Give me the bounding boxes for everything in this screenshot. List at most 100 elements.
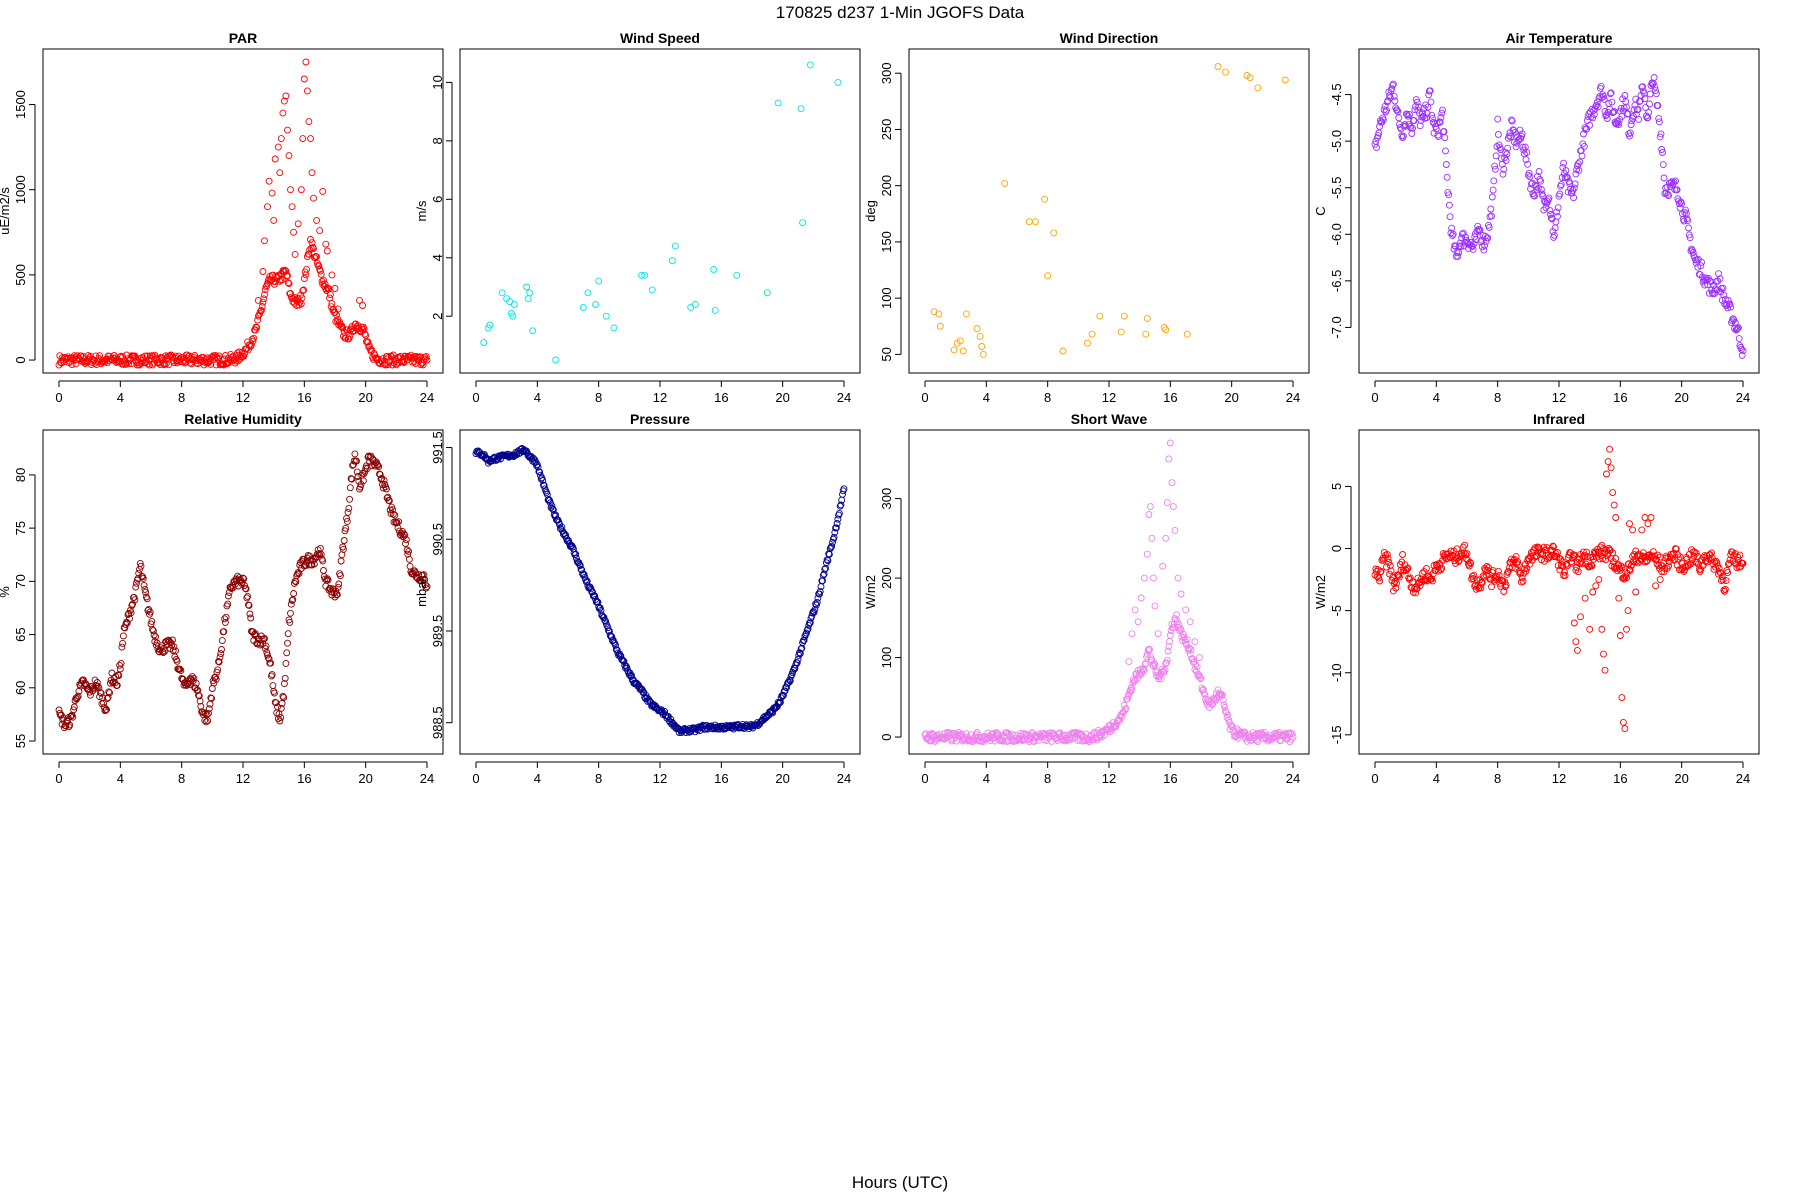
data-point	[602, 617, 610, 625]
data-point	[1694, 553, 1702, 561]
data-point	[523, 283, 531, 291]
data-point	[1501, 578, 1509, 586]
data-point	[1729, 315, 1737, 323]
data-point	[1578, 560, 1586, 568]
data-point	[303, 265, 311, 273]
data-point	[201, 716, 209, 724]
data-point	[1624, 607, 1632, 615]
data-point	[319, 187, 327, 195]
data-point	[132, 583, 140, 591]
data-point	[1609, 489, 1617, 497]
x-tick-label: 4	[1433, 390, 1440, 405]
data-point	[281, 674, 289, 682]
y-tick-label: -5.5	[1329, 177, 1344, 199]
data-point	[353, 457, 360, 465]
data-point	[259, 298, 267, 306]
data-point	[952, 734, 960, 741]
data-point	[1714, 277, 1722, 285]
panel-title: Wind Direction	[1060, 30, 1159, 46]
y-tick-label: 10	[430, 75, 445, 89]
data-point	[288, 203, 296, 211]
y-tick-label: 70	[13, 574, 28, 588]
data-point	[1410, 117, 1418, 125]
data-point	[359, 477, 367, 485]
data-point	[1481, 242, 1489, 250]
data-point	[205, 705, 213, 713]
data-point	[1489, 186, 1497, 194]
data-point	[1733, 564, 1741, 572]
data-point	[1429, 577, 1436, 585]
data-point	[1591, 549, 1599, 557]
data-point	[1685, 224, 1693, 232]
data-point	[1008, 730, 1016, 738]
y-tick-label: 55	[13, 734, 28, 748]
data-point	[1140, 574, 1148, 582]
x-tick-label: 16	[1163, 390, 1177, 405]
y-tick-label: 250	[879, 119, 894, 141]
y-axis-label: uE/m2/s	[0, 187, 12, 235]
data-point	[188, 673, 196, 681]
data-point	[119, 632, 127, 640]
data-point	[1674, 551, 1682, 559]
plot-frame	[42, 48, 444, 374]
data-point	[825, 550, 833, 558]
data-point	[1487, 575, 1495, 583]
data-point	[1508, 116, 1515, 124]
x-tick-label: 12	[653, 390, 667, 405]
data-point	[1677, 198, 1685, 206]
data-point	[323, 287, 331, 294]
data-point	[74, 692, 82, 700]
data-point	[638, 685, 646, 693]
data-point	[1659, 149, 1666, 156]
data-point	[1442, 147, 1449, 155]
data-point	[1389, 80, 1397, 88]
data-point	[1641, 95, 1649, 103]
data-point	[122, 360, 130, 368]
data-point	[270, 689, 278, 697]
panel-title: Infrared	[1533, 411, 1585, 427]
panel-6: Short Wave 0 4 8 12 16 20 24 0 100 200 300 W/m2	[863, 411, 1310, 786]
data-point	[1376, 577, 1384, 585]
data-point	[285, 280, 293, 287]
data-point	[533, 462, 541, 470]
data-point	[224, 600, 232, 608]
data-point	[539, 477, 547, 484]
data-point	[310, 194, 317, 202]
data-point	[294, 220, 302, 228]
data-point	[1151, 661, 1159, 669]
data-point	[1583, 548, 1591, 556]
x-tick-label: 24	[1286, 771, 1300, 786]
data-point	[382, 485, 390, 493]
data-point	[1646, 90, 1654, 98]
x-tick-label: 20	[1674, 771, 1688, 786]
data-point	[346, 484, 354, 492]
data-point	[277, 135, 285, 143]
data-point	[810, 608, 818, 616]
data-point	[1125, 658, 1133, 666]
data-point	[423, 356, 431, 364]
data-point	[1182, 606, 1190, 614]
data-point	[313, 216, 321, 224]
data-point	[1404, 564, 1412, 572]
y-tick-label: 150	[879, 231, 894, 253]
data-point	[1568, 559, 1576, 567]
plot-frame	[908, 48, 1310, 374]
data-point	[821, 565, 829, 573]
data-point	[1222, 68, 1229, 76]
data-point	[1470, 240, 1478, 248]
data-point	[1500, 165, 1508, 173]
data-point	[545, 495, 553, 503]
data-point	[346, 326, 354, 334]
data-point	[97, 689, 105, 697]
x-tick-label: 20	[1224, 771, 1238, 786]
y-tick-label: 100	[879, 647, 894, 669]
data-point	[1423, 110, 1431, 118]
data-point	[1558, 174, 1566, 181]
data-point	[1734, 553, 1742, 561]
data-point	[1454, 252, 1462, 260]
data-point	[833, 520, 841, 527]
data-point	[1621, 725, 1629, 733]
data-point	[1403, 111, 1411, 119]
data-point	[261, 286, 269, 294]
y-tick-label: 1000	[13, 175, 28, 204]
